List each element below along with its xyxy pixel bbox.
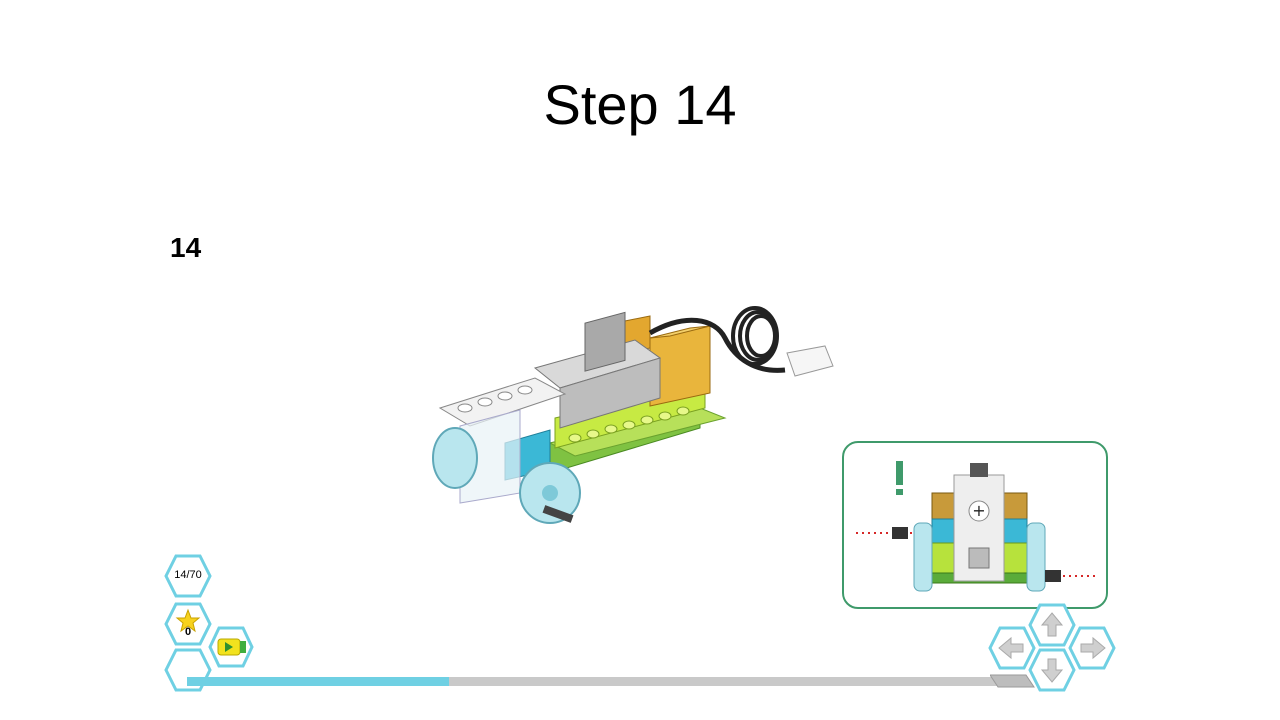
play-icon — [217, 638, 246, 656]
progress-fill — [187, 677, 450, 686]
svg-text:+: + — [972, 501, 985, 520]
nav-down-button[interactable] — [1028, 648, 1076, 692]
nav-up-button[interactable] — [1028, 603, 1076, 647]
step-number: 14 — [170, 232, 202, 263]
arrow-left-icon — [998, 636, 1024, 660]
lego-model-illustration — [425, 298, 845, 548]
progress-bar[interactable] — [187, 677, 999, 686]
arrow-right-icon — [1080, 636, 1106, 660]
arrow-down-icon — [1040, 658, 1064, 683]
step-counter-badge[interactable]: 14/70 — [164, 554, 212, 598]
sparkle-icon — [175, 608, 201, 633]
step-counter-text: 14/70 — [174, 569, 202, 581]
exclamation-icon — [896, 461, 903, 495]
score-badge[interactable]: 0 — [164, 602, 212, 646]
slide-title: Step 14 — [543, 73, 737, 136]
detail-callout: + — [842, 441, 1108, 609]
nav-right-button[interactable] — [1068, 626, 1116, 670]
score-text: 0 — [184, 626, 192, 638]
progress-handle[interactable] — [989, 673, 1036, 694]
play-button[interactable] — [208, 626, 254, 668]
arrow-up-icon — [1040, 612, 1064, 637]
nav-left-button[interactable] — [988, 626, 1036, 670]
